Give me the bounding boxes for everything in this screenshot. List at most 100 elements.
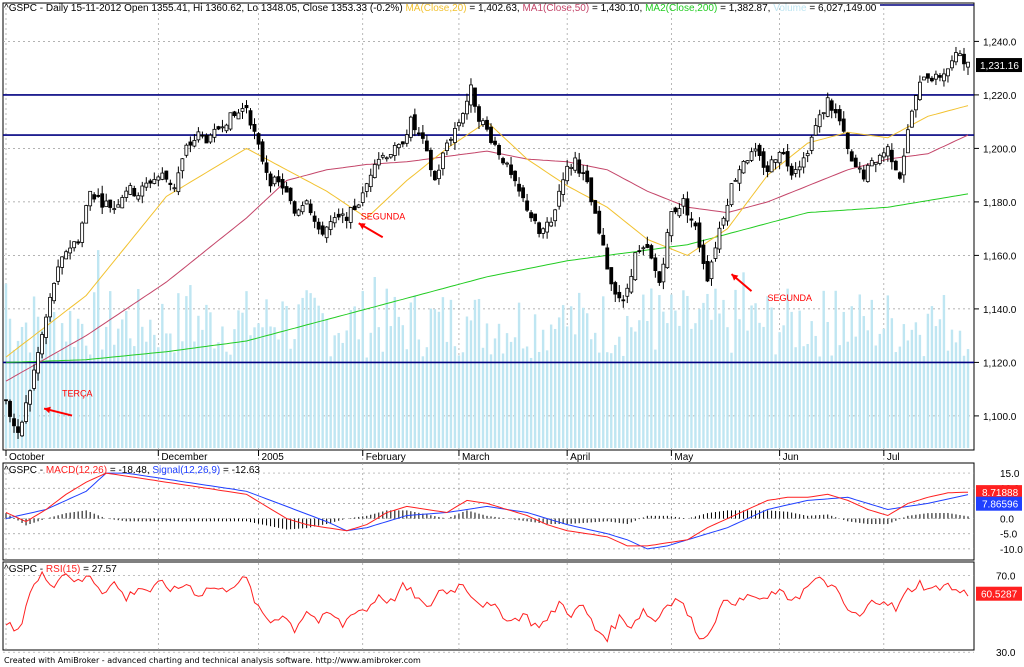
candle-body bbox=[833, 109, 838, 114]
volume-bar bbox=[922, 356, 926, 448]
macd-value-badge bbox=[976, 485, 1022, 500]
rsi-line bbox=[5, 570, 969, 643]
rsi-header: ^GSPC - RSI(15) = 27.57 bbox=[4, 564, 117, 575]
date-x-axis: October December 2005 February March April May… bbox=[5, 450, 900, 463]
volume-bar bbox=[730, 352, 733, 448]
volume-bar bbox=[181, 341, 184, 448]
volume-bar bbox=[854, 336, 857, 448]
candle-body bbox=[336, 213, 341, 218]
volume-bar bbox=[24, 322, 28, 448]
candle-body bbox=[621, 299, 626, 302]
candle-body bbox=[946, 68, 950, 77]
candle-body bbox=[901, 155, 906, 176]
candle-body bbox=[140, 185, 145, 197]
candle-body bbox=[320, 225, 325, 235]
candle-body bbox=[765, 165, 770, 173]
candle-body bbox=[216, 126, 221, 130]
macd-tick-label: -10.0 bbox=[1000, 545, 1023, 556]
volume-bar bbox=[790, 311, 793, 448]
volume-bar bbox=[213, 348, 216, 448]
volume-bar bbox=[385, 288, 388, 448]
volume-bar bbox=[762, 326, 765, 448]
volume-bar bbox=[253, 327, 256, 448]
volume-bar bbox=[68, 310, 72, 448]
volume-bar bbox=[393, 296, 397, 448]
volume-bar bbox=[718, 313, 721, 448]
candle-body bbox=[841, 118, 846, 132]
volume-bar bbox=[133, 346, 136, 448]
candle-body bbox=[457, 122, 461, 127]
candle-body bbox=[521, 187, 525, 199]
volume-bar bbox=[650, 288, 653, 448]
volume-bar bbox=[758, 322, 761, 448]
candle-body bbox=[793, 169, 798, 174]
candle-body bbox=[509, 164, 513, 175]
candle-body bbox=[4, 399, 8, 402]
volume-bar bbox=[934, 326, 938, 448]
volume-bar bbox=[786, 288, 789, 448]
volume-bar bbox=[638, 320, 641, 448]
candle-body bbox=[837, 109, 842, 122]
volume-bar bbox=[870, 299, 873, 448]
candle-body bbox=[653, 257, 658, 271]
volume-bar bbox=[425, 347, 429, 448]
candle-body bbox=[477, 106, 481, 122]
candle-body bbox=[348, 207, 353, 223]
volume-bar bbox=[726, 327, 729, 448]
candle-body bbox=[597, 210, 602, 234]
candle-body bbox=[641, 247, 646, 250]
candle-body bbox=[228, 112, 233, 130]
volume-bar bbox=[261, 327, 264, 448]
volume-bar bbox=[453, 346, 457, 448]
volume-bar bbox=[634, 331, 637, 448]
price-y-axis: 1,100.0 1,120.0 1,140.0 1,160.0 1,180.0 1,200… bbox=[974, 37, 1022, 423]
volume-bar bbox=[36, 316, 40, 448]
candle-body bbox=[473, 87, 477, 107]
candle-body bbox=[741, 160, 746, 174]
candle-body bbox=[424, 140, 429, 152]
candle-body bbox=[665, 232, 670, 269]
candle-body bbox=[116, 204, 121, 208]
candle-body bbox=[164, 170, 169, 180]
close-price-label: 1,231.16 bbox=[980, 61, 1019, 72]
volume-bar bbox=[437, 311, 441, 448]
candle-body bbox=[416, 132, 421, 135]
candle-body bbox=[637, 250, 642, 253]
signal-legend-label: Signal(12,26,9) bbox=[152, 465, 220, 476]
candle-body bbox=[80, 222, 85, 243]
price-tick-label: 1,180.0 bbox=[983, 198, 1017, 209]
candle-body bbox=[781, 151, 786, 155]
rsi-legend-label: RSI(15) bbox=[46, 564, 80, 575]
price-tick-label: 1,140.0 bbox=[983, 305, 1017, 316]
volume-bar bbox=[954, 342, 958, 448]
volume-bar bbox=[165, 333, 168, 448]
candle-body bbox=[264, 162, 269, 173]
price-tick-label: 1,220.0 bbox=[983, 91, 1017, 102]
signal-value-badge bbox=[976, 496, 1022, 511]
volume-bar bbox=[509, 341, 513, 448]
candle-body bbox=[268, 173, 273, 187]
candle-body bbox=[352, 205, 357, 211]
volume-bar bbox=[662, 311, 665, 448]
volume-bar bbox=[333, 335, 336, 448]
candle-body bbox=[757, 144, 762, 156]
candle-body bbox=[284, 186, 289, 193]
volume-bar bbox=[173, 352, 176, 448]
volume-bar bbox=[265, 299, 268, 448]
volume-bar bbox=[670, 294, 673, 448]
volume-bar bbox=[161, 303, 164, 448]
ma20-legend-value: = 1,402.63, bbox=[469, 3, 519, 14]
volume-bar bbox=[48, 303, 52, 448]
candle-body bbox=[308, 203, 313, 214]
candle-body bbox=[893, 160, 898, 171]
candle-body bbox=[785, 151, 790, 167]
macd-legend-value: = -18.48, bbox=[110, 465, 150, 476]
volume-bar bbox=[429, 308, 433, 448]
volume-bar bbox=[734, 289, 737, 448]
candle-body bbox=[845, 132, 850, 149]
macd-tick-label: 15.0 bbox=[1000, 469, 1020, 480]
candle-body bbox=[853, 157, 858, 168]
candle-body bbox=[108, 199, 113, 208]
candle-body bbox=[88, 190, 93, 207]
candle-body bbox=[881, 152, 886, 158]
